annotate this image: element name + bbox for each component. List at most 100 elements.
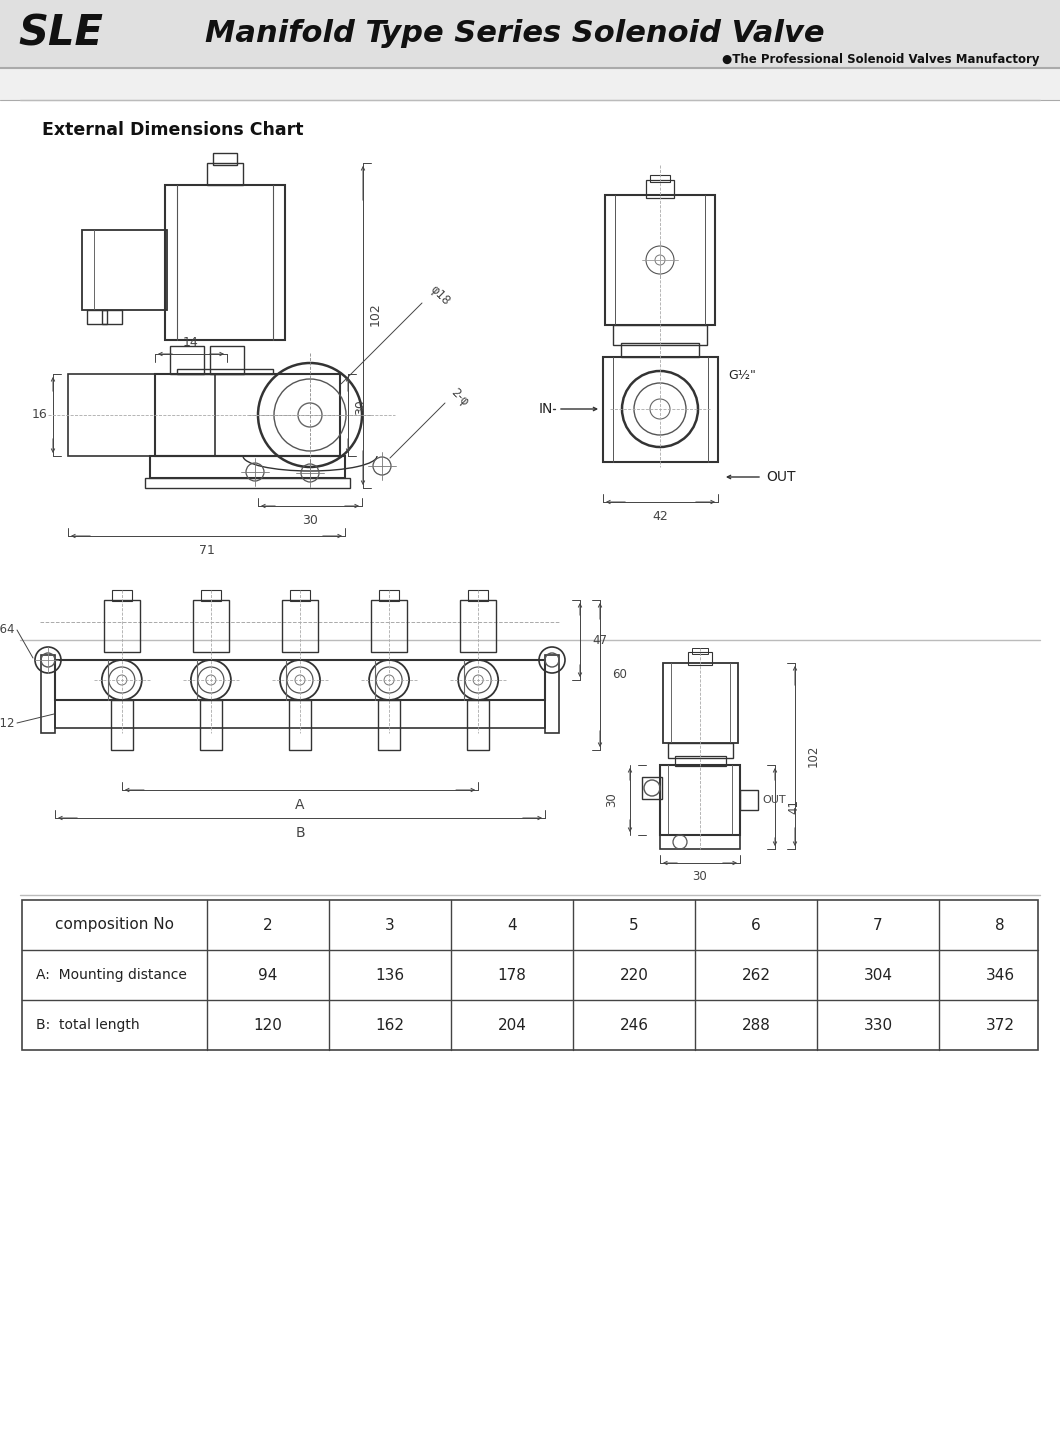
Text: B: B	[295, 827, 305, 839]
Bar	[170, 346, 204, 375]
Bar	[379, 590, 400, 601]
Text: 5: 5	[630, 917, 639, 933]
Text: 204: 204	[497, 1017, 527, 1033]
Bar	[371, 600, 407, 651]
Bar	[740, 791, 758, 809]
Text: 30: 30	[302, 515, 318, 528]
Text: 4: 4	[507, 917, 517, 933]
Text: A: A	[296, 798, 305, 812]
Bar	[688, 651, 712, 664]
Bar	[603, 357, 718, 462]
Text: 102: 102	[369, 301, 382, 326]
Text: 2-φ: 2-φ	[448, 386, 471, 409]
Bar	[378, 700, 400, 751]
Text: 262: 262	[742, 967, 771, 983]
Text: 120: 120	[253, 1017, 282, 1033]
Text: 2-φ64: 2-φ64	[0, 623, 15, 637]
Text: 330: 330	[864, 1017, 893, 1033]
Bar	[207, 164, 243, 185]
Bar	[111, 700, 132, 751]
Bar	[646, 179, 674, 198]
Bar	[155, 375, 340, 456]
Bar	[545, 654, 559, 733]
Text: 16: 16	[32, 409, 48, 422]
Bar	[642, 776, 662, 799]
Bar	[662, 663, 738, 743]
Bar	[213, 154, 237, 165]
Bar	[177, 369, 273, 375]
Bar	[22, 900, 1038, 1050]
Bar	[111, 590, 131, 601]
Bar	[282, 600, 318, 651]
Text: OUT: OUT	[762, 795, 785, 805]
Text: 6: 6	[752, 917, 761, 933]
Text: 14: 14	[183, 336, 199, 349]
Text: 102: 102	[807, 745, 820, 768]
Bar	[469, 590, 489, 601]
Text: A:  Mounting distance: A: Mounting distance	[36, 969, 187, 982]
Text: φ18: φ18	[427, 283, 453, 307]
Bar	[605, 195, 716, 324]
Bar	[210, 346, 244, 375]
Text: 94: 94	[259, 967, 278, 983]
Text: 7: 7	[873, 917, 883, 933]
Bar	[200, 700, 222, 751]
Text: 246: 246	[619, 1017, 649, 1033]
Bar	[668, 743, 734, 758]
Text: IN: IN	[538, 402, 553, 416]
Text: ●The Professional Solenoid Valves Manufactory: ●The Professional Solenoid Valves Manufa…	[723, 53, 1040, 66]
Text: 162: 162	[375, 1017, 405, 1033]
Text: 304: 304	[864, 967, 893, 983]
Bar	[104, 600, 140, 651]
Bar	[0, 0, 1060, 67]
Text: 30: 30	[692, 871, 707, 884]
Bar	[151, 456, 344, 478]
Text: SLE: SLE	[18, 13, 103, 55]
Bar	[41, 654, 55, 733]
Text: 47: 47	[591, 633, 607, 647]
Text: 3: 3	[385, 917, 395, 933]
Bar	[692, 649, 708, 654]
Text: 60: 60	[612, 669, 626, 682]
Bar	[660, 835, 740, 850]
Bar	[675, 756, 726, 766]
Bar	[55, 660, 545, 700]
Text: 346: 346	[986, 967, 1014, 983]
Text: 178: 178	[497, 967, 527, 983]
Bar	[165, 185, 285, 340]
Bar	[290, 590, 310, 601]
Text: 71: 71	[198, 544, 214, 558]
Bar	[621, 343, 699, 357]
Bar	[55, 700, 545, 728]
Bar	[613, 324, 707, 344]
Text: 2-φ12: 2-φ12	[0, 716, 15, 729]
Bar	[460, 600, 496, 651]
Bar	[289, 700, 311, 751]
Text: 41: 41	[787, 799, 800, 815]
Text: G½": G½"	[728, 369, 756, 382]
Bar	[0, 67, 1060, 100]
Bar	[87, 310, 107, 324]
Text: 30: 30	[354, 399, 368, 415]
Text: 220: 220	[619, 967, 649, 983]
Bar	[145, 478, 350, 488]
Bar	[467, 700, 489, 751]
Text: Manifold Type Series Solenoid Valve: Manifold Type Series Solenoid Valve	[205, 20, 825, 49]
Bar	[193, 600, 229, 651]
Text: composition No: composition No	[55, 917, 174, 933]
Bar	[102, 310, 122, 324]
Bar	[660, 765, 740, 835]
Text: 8: 8	[995, 917, 1005, 933]
Bar	[650, 175, 670, 182]
Text: 30: 30	[605, 792, 618, 808]
Text: 372: 372	[986, 1017, 1014, 1033]
Text: External Dimensions Chart: External Dimensions Chart	[42, 121, 303, 139]
Text: OUT: OUT	[766, 471, 795, 484]
Bar	[82, 230, 167, 310]
Text: 42: 42	[652, 511, 668, 524]
Text: 2: 2	[263, 917, 272, 933]
Text: B:  total length: B: total length	[36, 1017, 140, 1032]
Bar	[68, 375, 215, 456]
Text: 288: 288	[742, 1017, 771, 1033]
Bar	[201, 590, 220, 601]
